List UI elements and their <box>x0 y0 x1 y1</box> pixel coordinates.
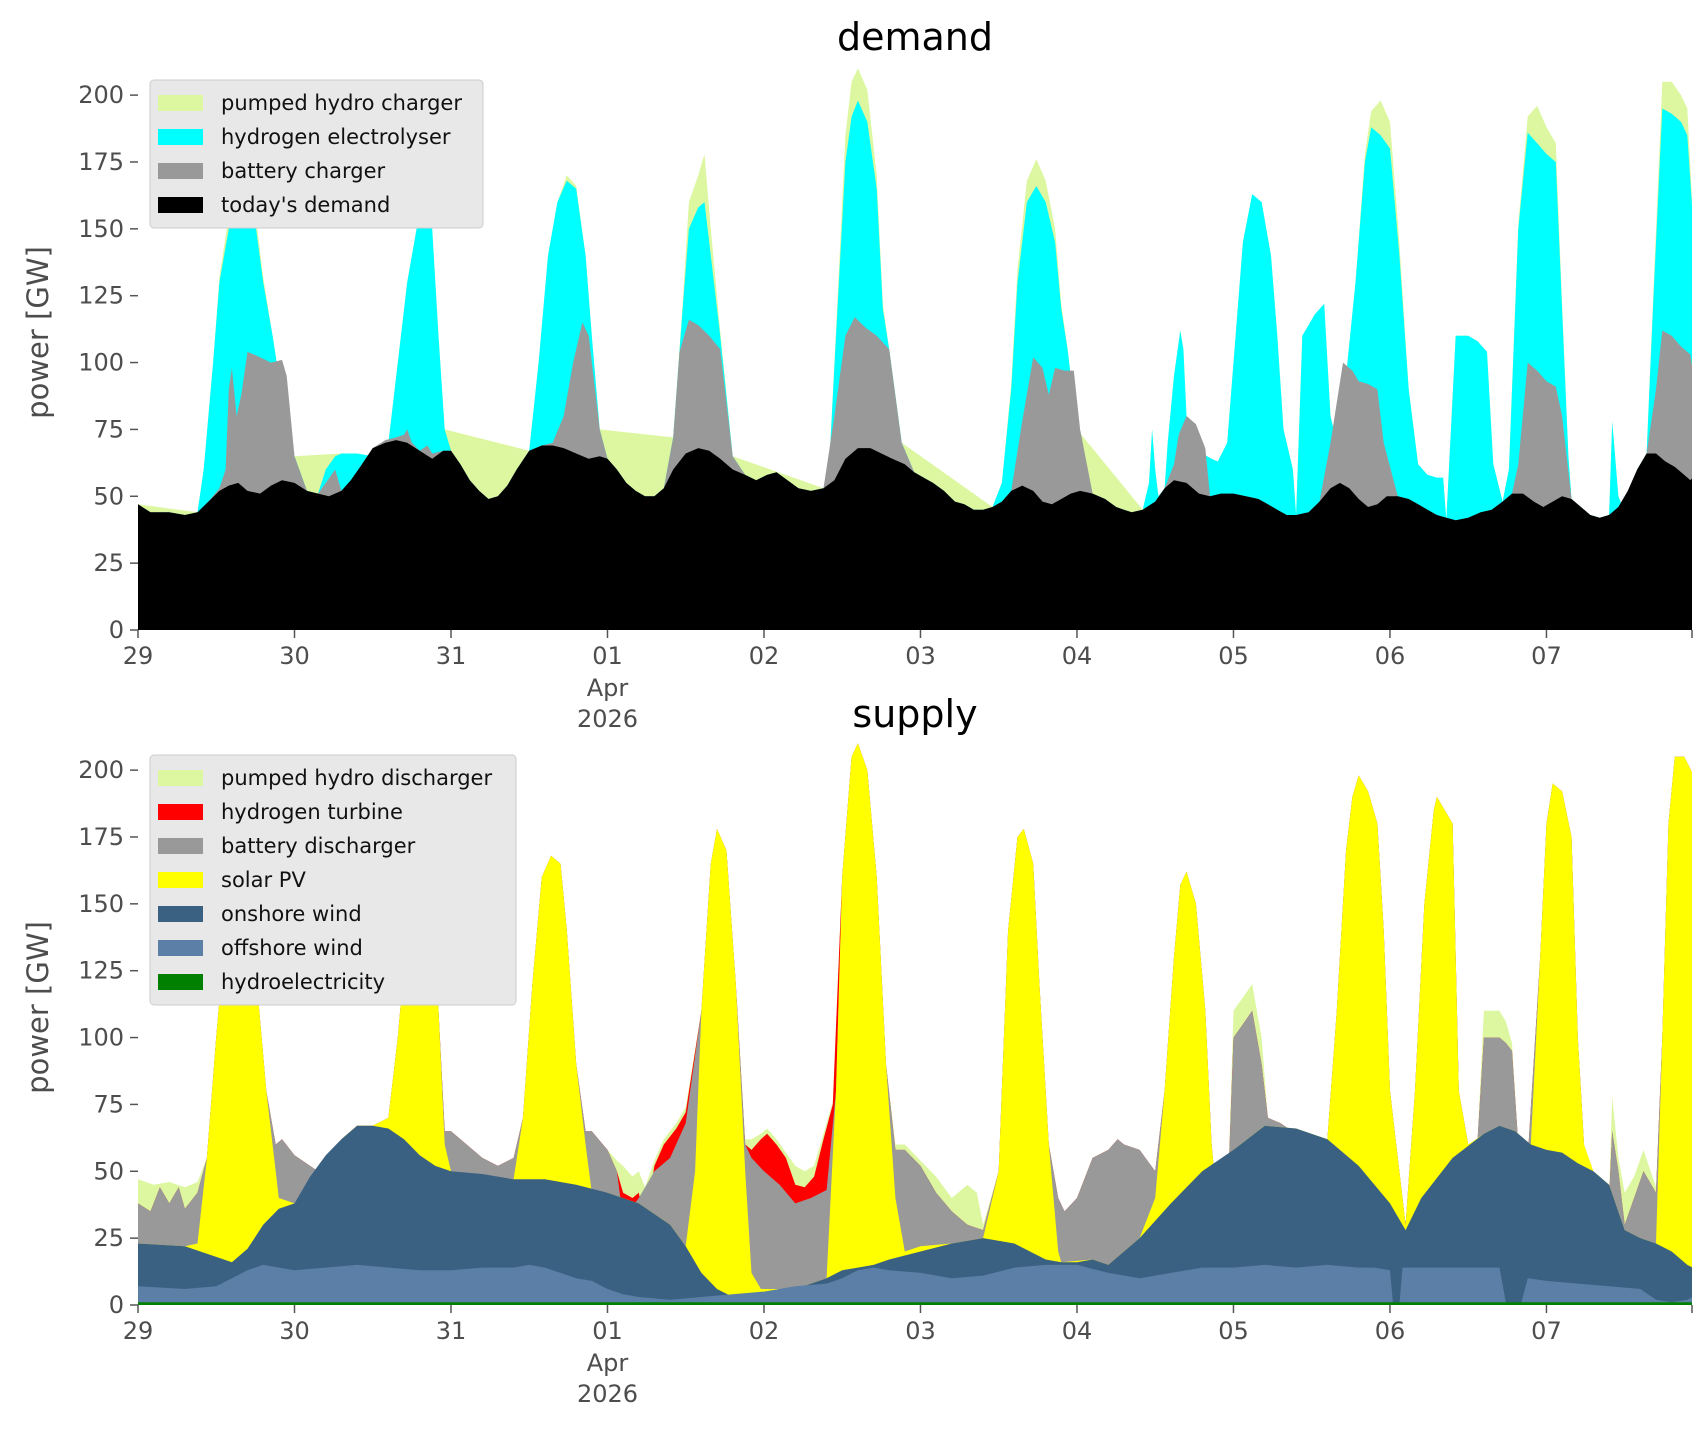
y-tick-label: 100 <box>78 349 124 377</box>
legend-swatch <box>158 770 203 786</box>
x-tick-label: 06 <box>1375 1317 1406 1345</box>
x-axis: 29 30 31 01 Apr 2026 02 03 04 05 06 07 <box>123 630 1693 733</box>
legend-swatch <box>158 804 203 820</box>
y-tick-label: 0 <box>109 1291 124 1319</box>
y-tick-label: 50 <box>93 482 124 510</box>
demand-panel: demand 0 25 50 75 100 125 150 175 200 power [GW] 29… <box>21 15 1693 733</box>
x-tick-label: 01 <box>592 1317 623 1345</box>
legend-swatch <box>158 163 203 179</box>
legend-label: onshore wind <box>221 902 362 926</box>
y-axis: 0 25 50 75 100 125 150 175 200 power [GW] <box>21 81 138 644</box>
x-tick-label: 02 <box>749 1317 780 1345</box>
legend-label: battery charger <box>221 159 386 183</box>
legend-swatch <box>158 95 203 111</box>
x-tick-label: 04 <box>1062 1317 1093 1345</box>
y-tick-label: 175 <box>78 148 124 176</box>
legend-swatch <box>158 129 203 145</box>
x-tick-label: 04 <box>1062 642 1093 670</box>
y-tick-label: 75 <box>93 415 124 443</box>
x-tick-label: 03 <box>905 1317 936 1345</box>
chart-title: demand <box>837 15 993 59</box>
supply-panel: supply 0 25 50 75 100 125 150 175 200 power [GW] 29… <box>21 692 1693 1408</box>
legend-label: hydrogen turbine <box>221 800 403 824</box>
x-axis: 29 30 31 01 Apr 2026 02 03 04 05 06 07 <box>123 1305 1693 1408</box>
chart-title: supply <box>852 692 977 736</box>
y-axis-label: power [GW] <box>21 921 55 1094</box>
x-tick-label: 07 <box>1531 1317 1562 1345</box>
y-tick-label: 125 <box>78 957 124 985</box>
x-tick-label: 01 <box>592 642 623 670</box>
legend-label: battery discharger <box>221 834 416 858</box>
series-area-offshore-wind <box>138 1264 1692 1305</box>
y-axis-label: power [GW] <box>21 246 55 419</box>
y-tick-label: 25 <box>93 1224 124 1252</box>
series-area-hydroelectricity <box>138 1302 1692 1305</box>
x-tick-label: 02 <box>749 642 780 670</box>
legend-swatch <box>158 872 203 888</box>
legend-label: offshore wind <box>221 936 363 960</box>
legend-label: solar PV <box>221 868 306 892</box>
legend-swatch <box>158 197 203 213</box>
legend-swatch <box>158 906 203 922</box>
y-tick-label: 50 <box>93 1157 124 1185</box>
legend-swatch <box>158 974 203 990</box>
y-tick-label: 100 <box>78 1024 124 1052</box>
y-tick-label: 0 <box>109 616 124 644</box>
x-tick-label: 03 <box>905 642 936 670</box>
legend-box <box>149 754 517 1006</box>
x-tick-label: 30 <box>279 1317 310 1345</box>
legend-swatch <box>158 940 203 956</box>
x-tick-label: 29 <box>123 1317 154 1345</box>
x-tick-label: 05 <box>1218 642 1249 670</box>
area-layers <box>138 743 1692 1305</box>
x-tick-label: 31 <box>436 1317 467 1345</box>
legend: pumped hydro discharger hydrogen turbine b… <box>149 754 517 1006</box>
series-area-onshore-wind <box>138 1125 1692 1305</box>
x-tick-sublabel: Apr <box>587 674 629 702</box>
legend-label: hydroelectricity <box>221 970 385 994</box>
x-tick-label: 31 <box>436 642 467 670</box>
x-tick-sublabel: Apr <box>587 1349 629 1377</box>
y-tick-label: 200 <box>78 756 124 784</box>
series-area-today-s-demand <box>138 440 1692 630</box>
x-tick-sublabel: 2026 <box>577 1380 638 1408</box>
legend-label: pumped hydro charger <box>221 91 462 115</box>
y-tick-label: 125 <box>78 282 124 310</box>
x-tick-label: 30 <box>279 642 310 670</box>
y-tick-label: 150 <box>78 890 124 918</box>
y-tick-label: 200 <box>78 81 124 109</box>
x-tick-sublabel: 2026 <box>577 705 638 733</box>
y-tick-label: 25 <box>93 549 124 577</box>
x-tick-label: 07 <box>1531 642 1562 670</box>
legend: pumped hydro charger hydrogen electrolyse… <box>149 79 484 229</box>
y-tick-label: 150 <box>78 215 124 243</box>
x-tick-label: 05 <box>1218 1317 1249 1345</box>
legend-label: hydrogen electrolyser <box>221 125 451 149</box>
legend-label: today's demand <box>221 193 390 217</box>
x-tick-label: 06 <box>1375 642 1406 670</box>
x-tick-label: 29 <box>123 642 154 670</box>
legend-swatch <box>158 838 203 854</box>
area-layers <box>138 68 1692 630</box>
y-tick-label: 75 <box>93 1090 124 1118</box>
legend-box <box>149 79 484 229</box>
legend-label: pumped hydro discharger <box>221 766 492 790</box>
y-axis: 0 25 50 75 100 125 150 175 200 power [GW] <box>21 756 138 1319</box>
y-tick-label: 175 <box>78 823 124 851</box>
